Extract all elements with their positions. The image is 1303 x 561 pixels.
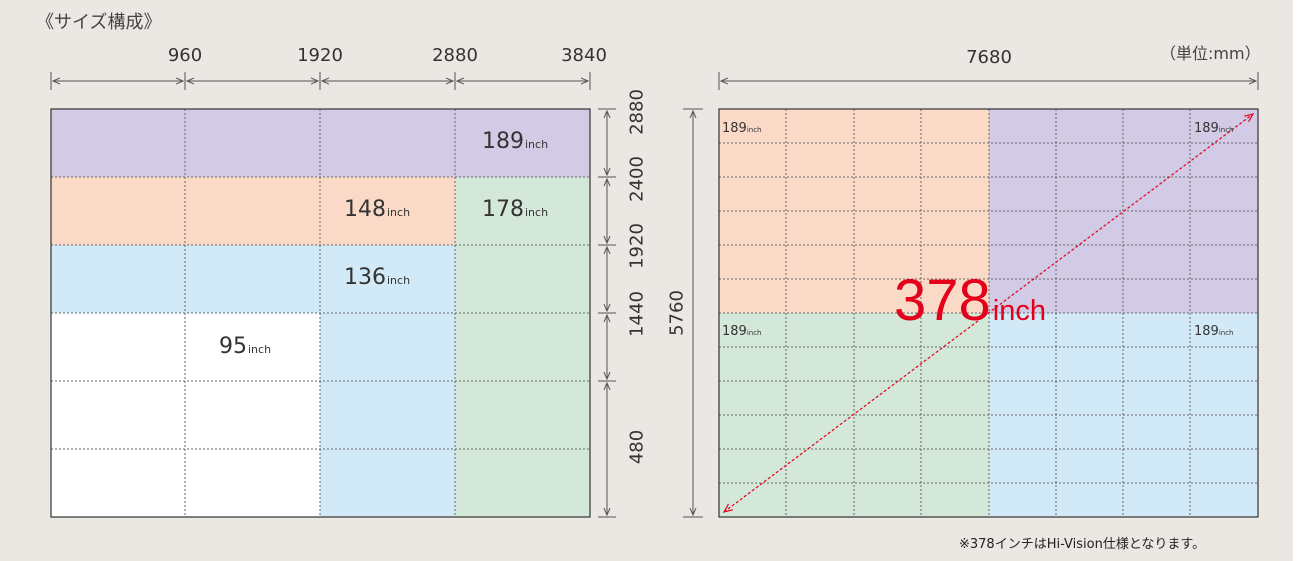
row-tick-1440: 1440 xyxy=(626,291,648,337)
label-136-inch: 136inch xyxy=(344,265,411,290)
left-grid-lines xyxy=(51,109,590,517)
width-7680: 7680 xyxy=(966,47,1012,68)
left-grid-border xyxy=(50,108,591,518)
hero-378-inch: 378inch xyxy=(894,268,1046,333)
corner-label-bottom-left: 189inch xyxy=(722,324,762,339)
right-grid xyxy=(718,108,1259,518)
label-178-inch: 178inch xyxy=(482,197,549,222)
row-tick-480: 480 xyxy=(626,429,648,465)
zone-178 xyxy=(455,177,590,517)
corner-label-bottom-right: 189inch xyxy=(1194,324,1234,339)
corner-label-top-left: 189inch xyxy=(722,121,762,136)
row-tick-2400: 2400 xyxy=(626,156,648,202)
tick-960: 960 xyxy=(167,45,203,66)
label-148-inch: 148inch xyxy=(344,197,411,222)
tick-3840: 3840 xyxy=(561,45,607,66)
tick-1920: 1920 xyxy=(297,45,343,66)
right-grid-border xyxy=(718,108,1259,518)
unit-note: （単位:mm） xyxy=(1160,44,1261,63)
footnote: ※378インチはHi-Vision仕様となります。 xyxy=(959,537,1206,552)
diagonal-arrow xyxy=(724,114,1253,512)
row-tick-2880: 2880 xyxy=(626,89,648,135)
left-top-dimensions xyxy=(50,72,591,90)
corner-label-top-right: 189inch xyxy=(1194,121,1234,136)
label-189-inch: 189inch xyxy=(482,129,549,154)
height-5760: 5760 xyxy=(666,290,688,336)
right-top-dimension xyxy=(718,72,1259,90)
left-side-dimensions xyxy=(598,108,616,518)
zone-136 xyxy=(51,245,455,313)
page-heading: 《サイズ構成》 xyxy=(36,12,162,33)
left-grid xyxy=(50,108,591,518)
zone-148 xyxy=(51,177,455,245)
right-side-dimension xyxy=(683,108,703,518)
zone-136-lower xyxy=(320,313,455,517)
row-tick-1920: 1920 xyxy=(626,223,648,269)
label-95-inch: 95inch xyxy=(219,334,272,359)
tick-2880: 2880 xyxy=(432,45,478,66)
